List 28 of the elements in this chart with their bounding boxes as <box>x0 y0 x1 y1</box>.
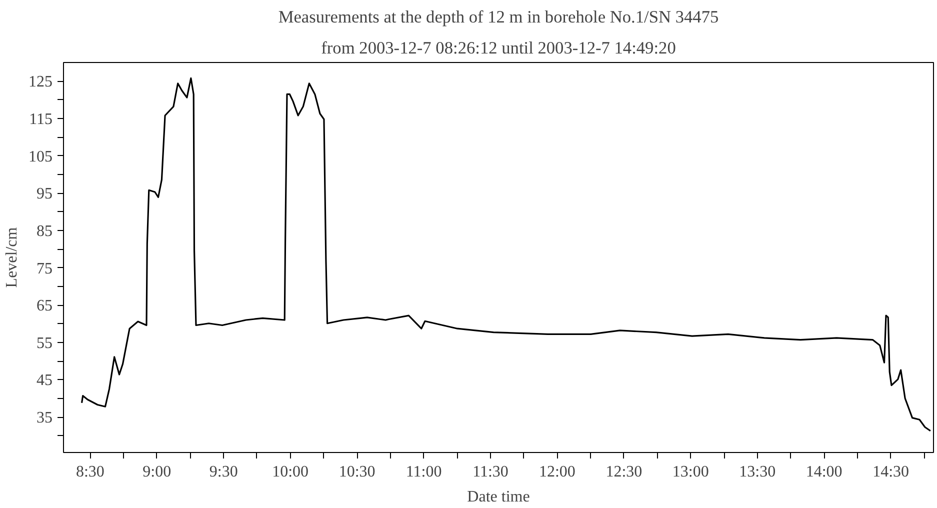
y-tick-label: 65 <box>36 298 52 315</box>
x-tick-label: 9:30 <box>209 464 238 480</box>
x-tick-label: 13:00 <box>672 464 709 480</box>
x-tick-label: 8:30 <box>76 464 104 480</box>
x-tick-label: 12:00 <box>538 464 576 480</box>
x-tick-label: 14:30 <box>872 464 910 480</box>
y-tick-label: 85 <box>36 222 52 240</box>
x-tick-label: 11:00 <box>406 464 442 480</box>
x-axis-title: Date time <box>467 488 530 506</box>
x-tick-label: 14:00 <box>806 464 842 480</box>
y-axis-title: Level/cm <box>4 226 20 288</box>
y-tick-label: 125 <box>28 74 52 91</box>
y-tick-label: 75 <box>36 260 52 278</box>
x-tick-label: 10:30 <box>338 464 376 480</box>
y-tick-label: 95 <box>36 186 52 203</box>
x-tick-label: 10:00 <box>272 464 309 480</box>
y-tick-label: 115 <box>29 110 52 128</box>
y-tick-label: 35 <box>36 410 52 427</box>
x-tick-label: 11:30 <box>472 464 508 480</box>
x-tick-label: 13:30 <box>739 464 776 480</box>
y-tick-label: 105 <box>28 148 52 166</box>
x-tick-label: 9:00 <box>142 464 172 480</box>
chart-subtitle: from 2003-12-7 08:26:12 until 2003-12-7 14:49:20 <box>321 38 676 58</box>
x-tick-label: 12:30 <box>606 464 642 480</box>
line-series <box>80 77 932 432</box>
y-tick-label: 55 <box>36 334 52 352</box>
chart-title: Measurements at the depth of 12 m in borehole No.1/SN 34475 <box>278 8 719 26</box>
y-tick-label: 45 <box>36 372 52 390</box>
